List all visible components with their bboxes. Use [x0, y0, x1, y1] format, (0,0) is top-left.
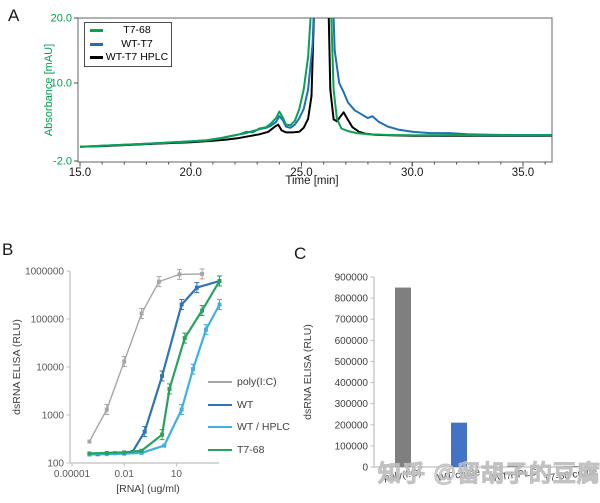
x-tick-label: 35.0 [512, 167, 534, 179]
y-tick-label: 200000 [335, 420, 369, 431]
legend-label: WT / HPLC [237, 421, 290, 434]
legend-item: WT [208, 394, 290, 417]
data-marker [217, 278, 222, 283]
data-marker [139, 450, 144, 455]
data-marker [200, 308, 205, 313]
data-marker [200, 271, 205, 276]
data-marker [87, 439, 92, 444]
y-tick-label: 800000 [335, 294, 369, 305]
legend-label: WT-T7 HPLC [105, 51, 169, 64]
data-marker [179, 407, 184, 412]
data-marker [167, 386, 172, 391]
panel-b-legend: poly(I:C) WT WT / HPLC T7-68 [208, 371, 290, 461]
y-tick-label: 10000 [36, 363, 64, 374]
data-marker [104, 407, 109, 412]
y-tick-label: -2.0 [53, 156, 72, 168]
data-marker [182, 336, 187, 341]
elisa-curve-chart: 100 1000 10000 100000 1000000 0.00001 0.01 10 [25, 267, 223, 480]
legend-item: WT-T7 HPLC [85, 51, 171, 65]
category-label: poly(I:C) [383, 467, 422, 483]
x-tick-label: 25.0 [290, 167, 312, 179]
y-tick-label: 1000 [42, 411, 65, 422]
y-tick-label: 400000 [335, 378, 369, 389]
legend-label: T7-68 [123, 24, 151, 37]
data-marker [194, 285, 199, 290]
legend-label: WT-T7 [121, 37, 153, 50]
legend-line-swatch [208, 403, 232, 406]
x-tick-label: 20.0 [180, 167, 202, 179]
legend-label: WT [237, 398, 254, 411]
x-tick-label: 10 [171, 469, 183, 480]
y-tick-label: 100000 [335, 441, 369, 452]
panel-b-y-axis-title: dsRNA ELISA (RLU) [11, 319, 23, 415]
data-marker [104, 450, 109, 455]
legend-line-swatch [208, 448, 232, 451]
y-tick-label: 900000 [335, 273, 369, 284]
y-tick-label: 10.0 [51, 78, 72, 90]
x-tick-label: 30.0 [401, 167, 423, 179]
legend-label: poly(I:C) [237, 376, 277, 389]
bar-WT/HPLC [507, 466, 523, 467]
y-tick-label: 300000 [335, 399, 369, 410]
y-tick-label: 0 [362, 463, 368, 474]
legend-item: WT / HPLC [208, 416, 290, 439]
data-marker [217, 302, 222, 307]
data-marker [142, 429, 147, 434]
data-marker [160, 373, 165, 378]
legend-item: poly(I:C) [208, 371, 290, 394]
legend-line-swatch [90, 56, 103, 60]
panel-a-y-axis-title: Absorbance [mAU] [43, 43, 55, 137]
legend-label: T7-68 [237, 443, 265, 456]
data-marker [139, 448, 144, 453]
bar-T7-68 crude [563, 466, 579, 467]
y-tick-label: 100 [47, 459, 64, 470]
panel-b-label: B [2, 240, 14, 259]
bar-WT crude [451, 422, 467, 467]
legend-line-swatch [208, 426, 232, 429]
legend-item: WT-T7 [85, 38, 171, 52]
panel-a-x-axis-title: Time [min] [285, 175, 339, 187]
y-tick-label: 100000 [31, 315, 65, 326]
data-marker [122, 359, 127, 364]
curve-WT [97, 279, 220, 456]
y-tick-label: 700000 [335, 315, 369, 326]
data-marker [87, 451, 92, 456]
data-marker [177, 272, 182, 277]
y-tick-label: 600000 [335, 336, 369, 347]
panel-a-label: A [8, 6, 20, 25]
data-marker [162, 443, 167, 448]
watermark: 知乎 @留胡子的豆腐 [378, 460, 600, 487]
elisa-bar-chart: 0 100000 200000 300000 400000 500000 600000 700… [335, 273, 599, 485]
bar-poly(I:C) [395, 287, 411, 467]
x-tick-label: 0.00001 [54, 469, 91, 480]
curve-WT / HPLC [89, 304, 221, 456]
panel-b-x-axis-title: [RNA] (ug/ml) [116, 483, 180, 495]
panel-c-y-axis-title: dsRNA ELISA (RLU) [302, 324, 314, 420]
chromatogram-chart: 15.0 20.0 25.0 30.0 35.0 20.0 10.0 -2.0 [51, 13, 553, 179]
y-tick-label: 1000000 [25, 267, 64, 278]
x-tick-label: 0.01 [114, 469, 134, 480]
data-marker [160, 432, 165, 437]
legend-line-swatch [90, 29, 103, 33]
panel-a-legend: T7-68 WT-T7 WT-T7 HPLC [84, 22, 172, 67]
data-marker [191, 367, 196, 372]
x-tick-label: 15.0 [69, 167, 91, 179]
y-tick-label: 500000 [335, 357, 369, 368]
y-tick-label: 20.0 [51, 13, 72, 25]
data-marker [179, 302, 184, 307]
data-marker [139, 311, 144, 316]
data-marker [157, 279, 161, 284]
curve-T7-68 [89, 280, 221, 455]
legend-line-swatch [90, 42, 103, 46]
panel-c-label: C [294, 244, 307, 263]
legend-item: T7-68 [208, 439, 290, 462]
trace-T7-68 [79, 18, 552, 148]
data-marker [122, 450, 127, 455]
legend-item: T7-68 [85, 24, 171, 38]
legend-line-swatch [208, 381, 232, 384]
data-marker [203, 327, 208, 332]
plot-border [77, 17, 553, 163]
